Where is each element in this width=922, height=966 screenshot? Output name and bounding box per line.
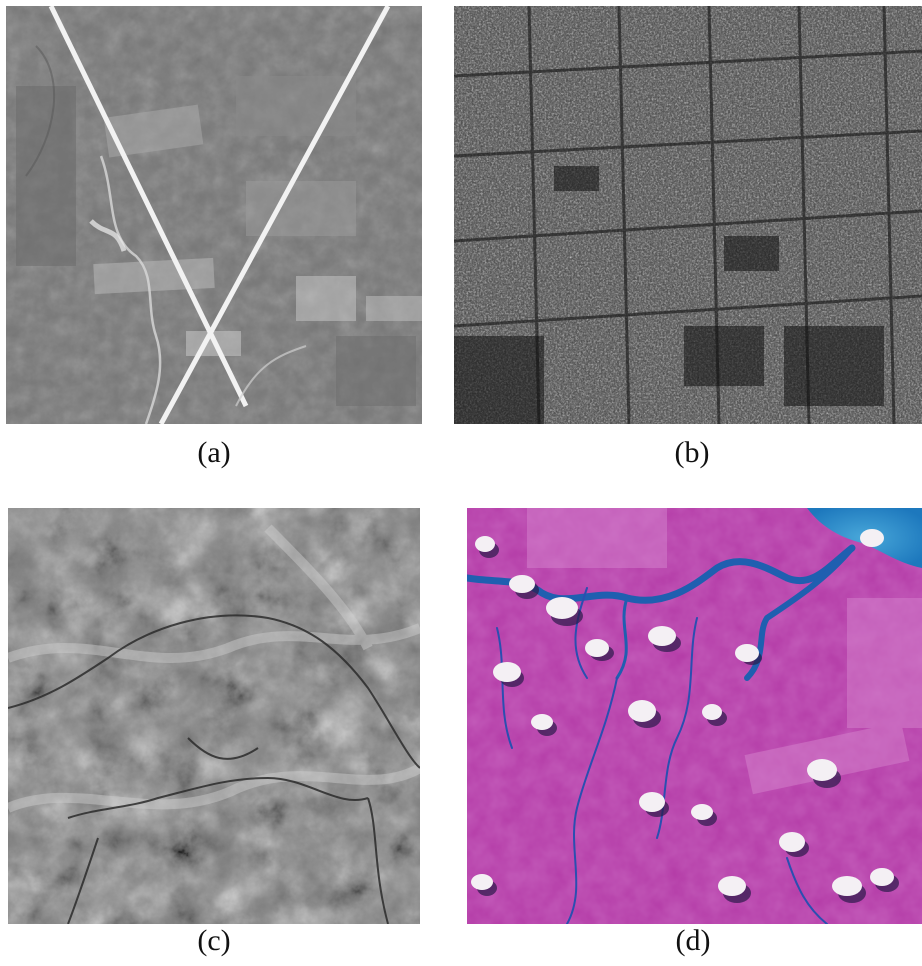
image-panel-a xyxy=(6,6,422,424)
false-color-image-d xyxy=(467,508,922,924)
caption-d: (d) xyxy=(675,924,711,957)
aerial-image-a xyxy=(6,6,422,424)
image-panel-d xyxy=(467,508,922,924)
caption-c: (c) xyxy=(197,924,231,957)
image-panel-c xyxy=(8,508,420,924)
image-panel-b xyxy=(454,6,922,424)
caption-b: (b) xyxy=(674,436,710,469)
satellite-image-c xyxy=(8,508,420,924)
radar-image-b xyxy=(454,6,922,424)
caption-a: (a) xyxy=(197,436,231,469)
